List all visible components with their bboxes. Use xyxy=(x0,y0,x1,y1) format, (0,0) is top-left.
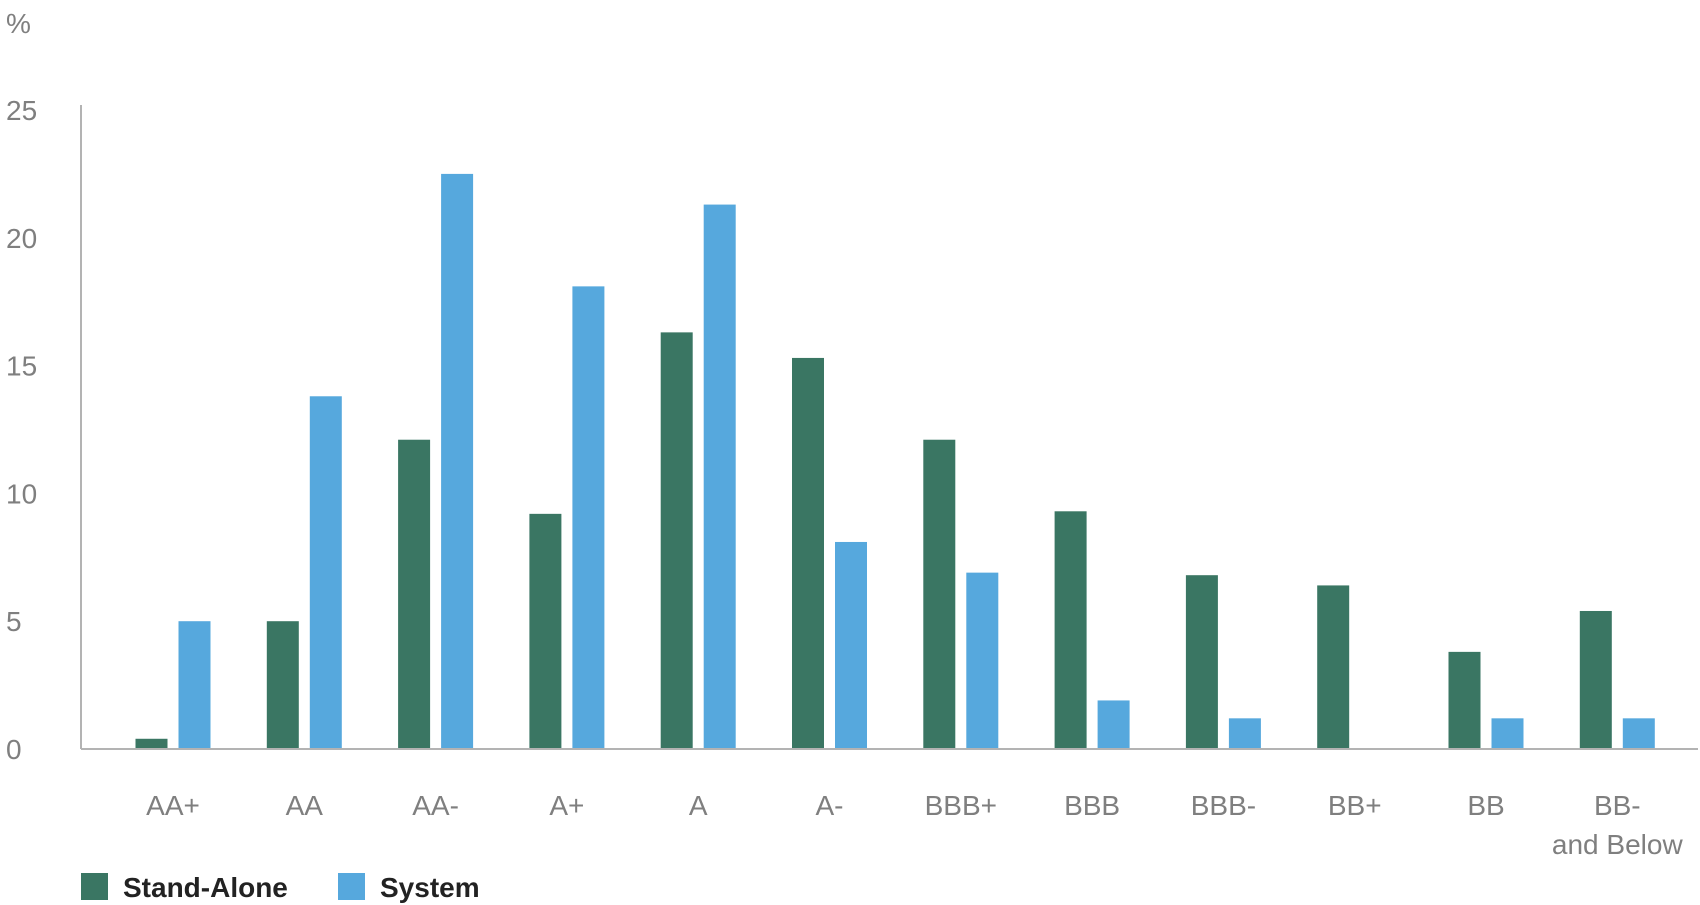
legend-swatch-system xyxy=(338,873,365,900)
y-tick-label: 5 xyxy=(6,606,22,637)
bar-stand-alone-3 xyxy=(529,513,562,749)
x-tick-label: AA- xyxy=(412,790,459,821)
x-tick-label: BBB+ xyxy=(925,790,997,821)
bar-stand-alone-9 xyxy=(1317,585,1350,749)
bar-stand-alone-1 xyxy=(266,621,299,749)
bar-stand-alone-10 xyxy=(1448,651,1481,749)
bar-stand-alone-0 xyxy=(135,738,168,749)
bar-system-3 xyxy=(572,286,605,749)
bar-stand-alone-2 xyxy=(398,439,431,749)
x-tick-label: A+ xyxy=(549,790,584,821)
x-tick-label: AA+ xyxy=(146,790,200,821)
y-tick-label: 15 xyxy=(6,351,37,382)
bar-stand-alone-7 xyxy=(1054,511,1087,749)
y-tick-label: 25 xyxy=(6,95,37,126)
bar-system-11 xyxy=(1622,718,1655,749)
x-tick-label: A xyxy=(689,790,708,821)
x-axis-labels: AA+ AA AA- A+ A A- BBB+ BBB BBB- BB+ BB BB-and Belo… xyxy=(146,790,1683,860)
y-tick-label: 20 xyxy=(6,223,37,254)
x-tick-label: BB xyxy=(1467,790,1504,821)
x-tick-label: AA xyxy=(286,790,324,821)
legend-swatch-stand-alone xyxy=(81,873,108,900)
legend-label-stand-alone: Stand-Alone xyxy=(123,872,288,903)
x-tick-label: BBB- xyxy=(1191,790,1256,821)
x-tick-label: A- xyxy=(816,790,844,821)
bar-system-10 xyxy=(1491,718,1524,749)
bar-stand-alone-11 xyxy=(1579,610,1612,749)
x-tick-label: BB+ xyxy=(1328,790,1382,821)
bar-system-1 xyxy=(309,396,342,749)
bar-system-0 xyxy=(178,621,211,749)
bar-stand-alone-6 xyxy=(923,439,956,749)
x-tick-label: BBB xyxy=(1064,790,1120,821)
bars xyxy=(135,173,1655,749)
bar-stand-alone-5 xyxy=(792,357,824,749)
legend: Stand-Alone System xyxy=(81,872,480,903)
bar-system-7 xyxy=(1097,700,1130,749)
y-tick-label: 10 xyxy=(6,478,37,509)
bar-stand-alone-4 xyxy=(660,332,693,749)
bar-system-6 xyxy=(966,572,999,749)
bar-system-5 xyxy=(835,541,867,749)
bar-stand-alone-8 xyxy=(1185,575,1218,749)
y-axis-unit-label: % xyxy=(6,8,31,39)
y-tick-label: 0 xyxy=(6,734,22,765)
bar-system-8 xyxy=(1228,718,1261,749)
bar-system-2 xyxy=(441,173,474,749)
legend-label-system: System xyxy=(380,872,480,903)
x-tick-label: BB-and Below xyxy=(1552,790,1684,860)
bar-system-4 xyxy=(703,204,736,749)
y-axis-ticks: 0 5 10 15 20 25 xyxy=(6,95,37,765)
